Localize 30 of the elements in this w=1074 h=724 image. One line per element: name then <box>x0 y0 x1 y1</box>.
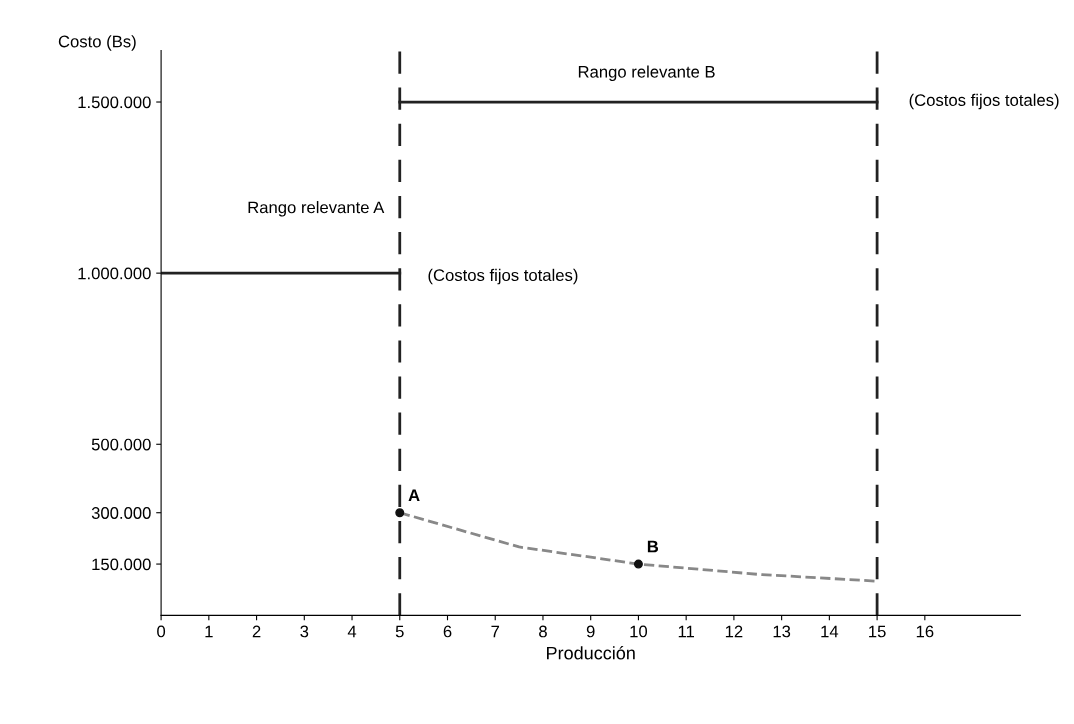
x-tick-label: 15 <box>869 625 886 638</box>
annotation: B <box>647 540 659 553</box>
y-tick-label: 300.000 <box>91 507 151 519</box>
y-axis-title: Costo (Bs) <box>58 35 136 51</box>
x-tick-label: 11 <box>678 625 695 638</box>
x-tick-label: 1 <box>205 625 213 638</box>
x-tick-label: 8 <box>539 625 547 638</box>
y-tick-label: 500.000 <box>91 438 151 451</box>
annotation: Rango relevante A <box>248 201 385 217</box>
x-tick-label: 7 <box>491 625 500 638</box>
x-tick-label: 5 <box>395 625 404 638</box>
x-tick-label: 6 <box>443 625 452 638</box>
x-tick-label: 9 <box>586 625 595 638</box>
x-tick-label: 16 <box>916 625 934 638</box>
x-tick-label: 0 <box>157 625 166 638</box>
x-tick-label: 12 <box>725 625 743 638</box>
x-tick-label: 2 <box>252 625 261 638</box>
annotation: (Costos fijos totales) <box>909 93 1059 110</box>
x-tick-label: 14 <box>821 625 839 638</box>
y-tick-label: 1.500.000 <box>78 96 151 109</box>
x-tick-label: 13 <box>773 625 791 638</box>
y-tick-label: 1.000.000 <box>78 267 151 280</box>
annotation: (Costos fijos totales) <box>428 268 578 285</box>
annotation: A <box>408 489 420 501</box>
x-tick-label: 3 <box>300 625 309 638</box>
x-tick-label: 10 <box>630 625 648 638</box>
x-tick-label: 4 <box>347 625 357 638</box>
x-axis-title: Producción <box>547 646 635 660</box>
annotation: Rango relevante B <box>578 65 715 82</box>
y-tick-label: 150.000 <box>92 558 151 571</box>
